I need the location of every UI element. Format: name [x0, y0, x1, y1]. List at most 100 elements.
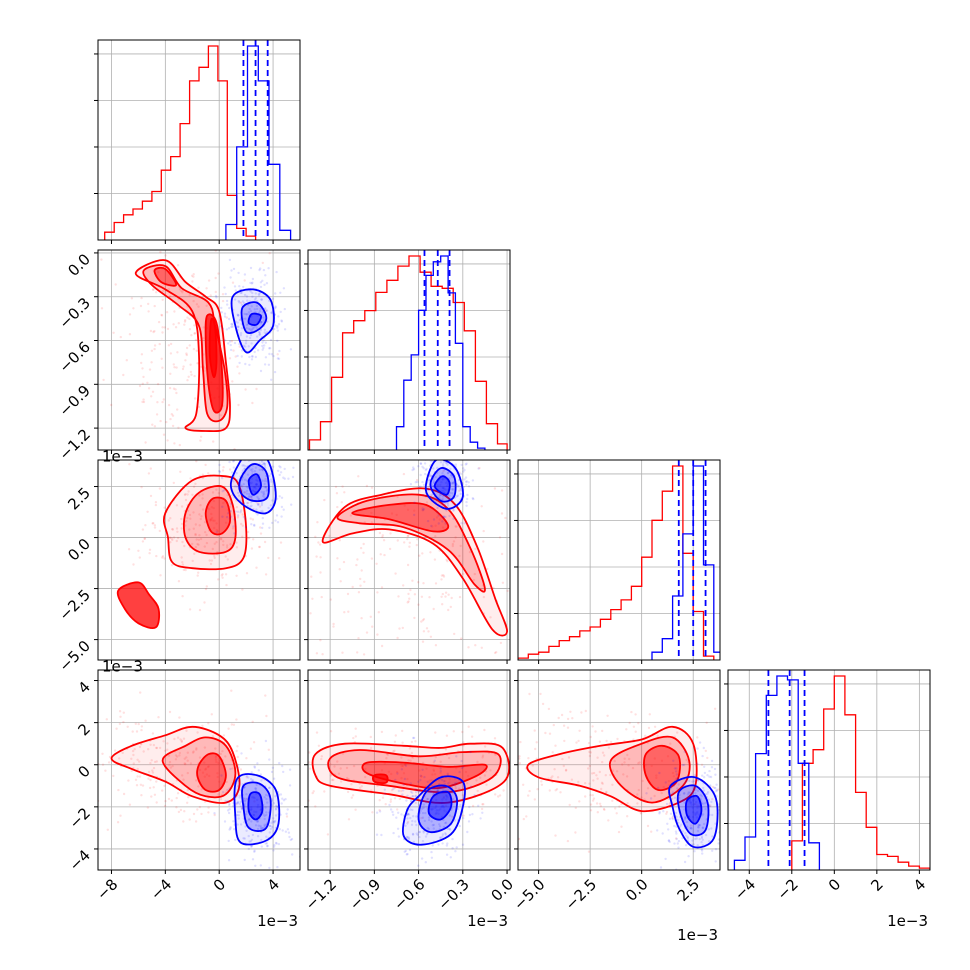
x-tick-label: −8	[93, 875, 121, 903]
scatter-point-red	[413, 616, 416, 620]
scatter-point-red	[603, 754, 606, 757]
scatter-point-blue	[262, 319, 266, 322]
scatter-point-red	[167, 754, 171, 757]
scatter-point-blue	[263, 462, 266, 466]
scatter-point-red	[359, 577, 362, 581]
scatter-point-red	[520, 768, 522, 770]
scatter-point-red	[326, 833, 330, 836]
scatter-point-blue	[451, 847, 454, 850]
scatter-point-blue	[703, 776, 706, 779]
scatter-point-red	[340, 780, 343, 783]
scatter-point-red	[427, 630, 430, 633]
scatter-point-red	[356, 651, 359, 654]
scatter-point-blue	[375, 811, 379, 814]
scatter-point-red	[192, 273, 195, 276]
scatter-point-blue	[459, 492, 462, 496]
scatter-point-red	[634, 730, 637, 733]
scatter-point-blue	[403, 777, 407, 781]
scatter-point-blue	[238, 301, 241, 304]
scatter-point-blue	[260, 503, 264, 507]
scatter-point-red	[258, 505, 262, 508]
scatter-point-red	[674, 837, 678, 840]
scatter-point-blue	[233, 485, 237, 488]
scatter-point-blue	[279, 466, 282, 469]
x-tick-label: 4	[910, 875, 929, 894]
scatter-point-red	[588, 750, 591, 754]
scatter-point-red	[717, 788, 720, 791]
scatter-point-blue	[411, 791, 414, 794]
scatter-point-red	[595, 774, 598, 777]
scatter-point-red	[171, 764, 174, 768]
scatter-point-red	[185, 346, 189, 350]
scatter-point-red	[171, 528, 174, 531]
scatter-point-red	[188, 293, 191, 297]
scatter-point-blue	[408, 796, 411, 800]
scatter-point-blue	[419, 462, 423, 465]
scatter-point-red	[178, 751, 181, 755]
scatter-point-red	[209, 519, 212, 522]
scatter-point-red	[371, 811, 374, 814]
scatter-point-red	[301, 814, 303, 816]
scatter-point-blue	[471, 497, 474, 500]
scatter-point-red	[432, 768, 435, 771]
scatter-point-blue	[721, 798, 723, 800]
scatter-point-red	[439, 760, 442, 763]
scatter-point-red	[479, 776, 482, 779]
scatter-point-red	[146, 510, 149, 513]
scatter-point-red	[536, 788, 539, 791]
scatter-point-blue	[419, 778, 422, 782]
scatter-point-red	[461, 730, 464, 734]
x-scale-label: 1e−3	[257, 912, 298, 930]
scatter-point-blue	[446, 452, 448, 454]
scatter-point-blue	[396, 772, 399, 775]
scatter-point-red	[569, 787, 571, 789]
scatter-point-red	[346, 592, 350, 596]
scatter-point-blue	[422, 829, 425, 833]
scatter-point-red	[319, 639, 322, 642]
scatter-point-blue	[234, 289, 237, 292]
scatter-point-red	[131, 749, 135, 753]
scatter-point-red	[190, 373, 193, 376]
scatter-point-red	[152, 330, 155, 334]
y-scale-label: 1e−3	[102, 658, 143, 676]
scatter-point-blue	[451, 783, 454, 787]
scatter-point-blue	[436, 506, 439, 510]
scatter-point-red	[571, 717, 574, 720]
scatter-point-red	[191, 542, 194, 546]
scatter-point-blue	[268, 452, 270, 454]
scatter-point-red	[199, 435, 203, 438]
scatter-point-blue	[239, 332, 243, 335]
scatter-point-blue	[274, 795, 277, 798]
scatter-point-red	[183, 762, 186, 765]
scatter-point-blue	[289, 348, 293, 351]
scatter-point-blue	[701, 754, 704, 758]
contour-blue-level-3	[433, 475, 451, 496]
scatter-point-red	[333, 765, 336, 768]
scatter-point-blue	[223, 286, 226, 289]
scatter-point-blue	[397, 835, 401, 838]
x-tick-label: −0.6	[390, 875, 428, 913]
scatter-point-blue	[241, 469, 245, 472]
scatter-point-red	[413, 509, 416, 512]
scatter-point-blue	[421, 807, 424, 810]
scatter-point-red	[389, 532, 392, 535]
scatter-point-red	[193, 332, 196, 335]
scatter-point-blue	[431, 496, 434, 499]
scatter-point-red	[158, 746, 162, 750]
scatter-point-red	[515, 577, 517, 579]
scatter-point-blue	[254, 292, 257, 295]
scatter-point-red	[425, 767, 428, 770]
scatter-point-red	[121, 751, 124, 755]
scatter-point-red	[149, 761, 152, 765]
scatter-point-red	[255, 387, 258, 391]
scatter-point-red	[128, 333, 132, 336]
scatter-point-blue	[285, 812, 288, 815]
scatter-point-red	[141, 784, 145, 787]
scatter-point-red	[676, 731, 679, 734]
scatter-point-red	[614, 807, 617, 810]
scatter-point-red	[140, 743, 143, 746]
scatter-point-red	[119, 335, 123, 339]
scatter-point-red	[512, 492, 514, 494]
scatter-point-blue	[411, 795, 414, 798]
scatter-point-red	[186, 516, 189, 520]
